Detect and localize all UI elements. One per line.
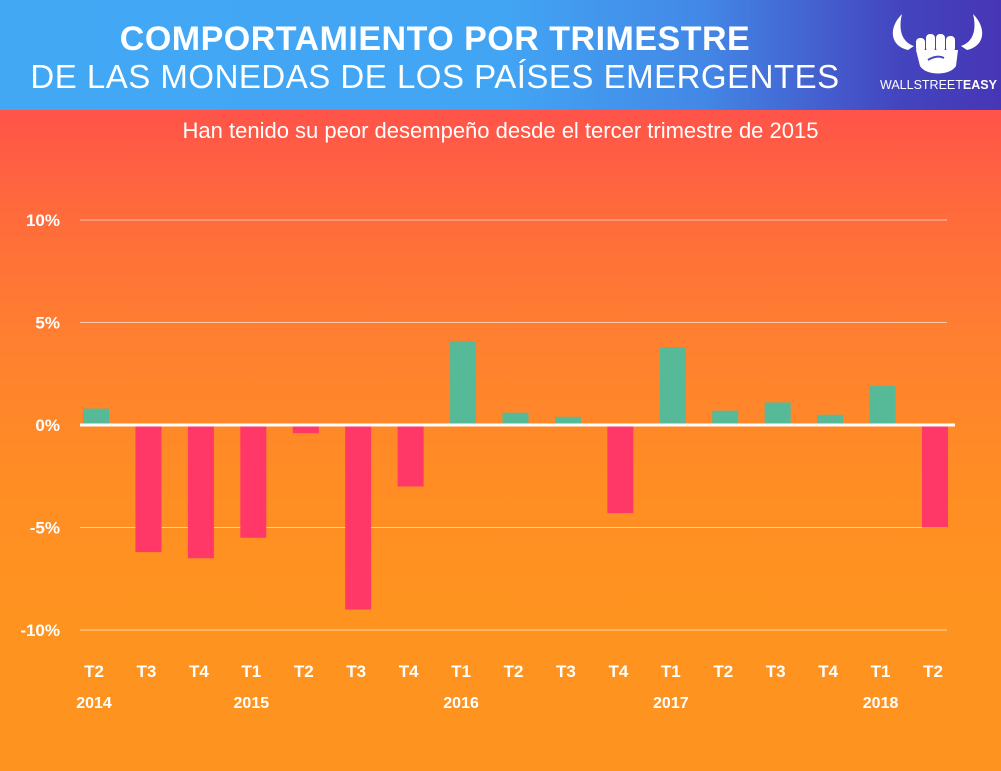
bull-fist-icon (892, 14, 983, 74)
x-tick-label: T2 (713, 662, 733, 681)
bar-8 (502, 412, 529, 425)
bar-7 (450, 340, 477, 425)
x-tick-label: T3 (556, 662, 576, 681)
bar-4 (292, 425, 319, 434)
x-tick-label: T3 (137, 662, 157, 681)
x-tick-label: T3 (346, 662, 366, 681)
x-tick-label: T3 (766, 662, 786, 681)
bar-2 (187, 425, 214, 559)
bar-14 (817, 414, 844, 425)
bar-3 (240, 425, 267, 538)
bar-16 (922, 425, 948, 528)
bar-10 (607, 425, 634, 514)
year-label: 2016 (443, 695, 479, 712)
year-label: 2017 (653, 695, 689, 712)
bar-11 (659, 347, 686, 425)
bar-5 (345, 425, 372, 610)
bar-9 (554, 416, 581, 425)
bar-12 (712, 410, 739, 425)
y-tick-label: -5% (30, 519, 60, 538)
year-label: 2015 (234, 695, 270, 712)
x-tick-label: T4 (608, 662, 628, 681)
x-tick-label: T4 (818, 662, 838, 681)
x-tick-label: T2 (504, 662, 524, 681)
x-tick-label: T1 (871, 662, 891, 681)
x-tick-label: T4 (399, 662, 419, 681)
chart-title-line2: DE LAS MONEDAS DE LOS PAÍSES EMERGENTES (30, 58, 840, 95)
x-tick-label: T2 (923, 662, 943, 681)
wallstreeteasy-logo: WALLSTREETEASY (880, 8, 997, 98)
x-tick-label: T2 (294, 662, 314, 681)
bar-0 (83, 408, 109, 425)
y-tick-label: -10% (20, 621, 60, 640)
chart-subtitle: Han tenido su peor desempeño desde el te… (182, 118, 819, 143)
x-tick-label: T1 (661, 662, 681, 681)
x-tick-label: T1 (241, 662, 261, 681)
bar-15 (869, 386, 896, 425)
x-tick-label: T2 (84, 662, 104, 681)
chart-title: COMPORTAMIENTO POR TRIMESTRE (119, 20, 751, 58)
y-tick-label: 10% (26, 211, 60, 230)
bar-13 (764, 402, 791, 425)
bar-6 (397, 425, 424, 487)
year-label: 2018 (863, 695, 899, 712)
y-tick-label: 0% (35, 416, 60, 435)
x-tick-label: T1 (451, 662, 471, 681)
bar-1 (135, 425, 162, 553)
y-tick-label: 5% (35, 314, 60, 333)
header-banner: COMPORTAMIENTO POR TRIMESTRE DE LAS MONE… (0, 0, 1001, 110)
logo-text: WALLSTREETEASY (880, 78, 997, 92)
x-tick-label: T4 (189, 662, 209, 681)
year-label: 2014 (76, 695, 112, 712)
